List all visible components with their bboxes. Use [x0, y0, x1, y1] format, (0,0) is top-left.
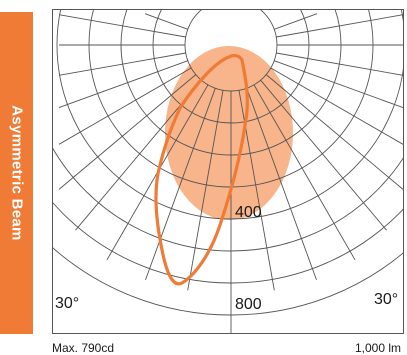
angle-label-right: 30°	[374, 291, 399, 308]
max-intensity-label: Max. 790cd	[52, 341, 115, 355]
intensity-label-800: 800	[235, 296, 262, 313]
angle-label-left: 30°	[55, 295, 80, 312]
beam-curve	[154, 53, 249, 286]
side-tab-label: Asymmetric Beam	[8, 105, 25, 241]
polar-diagram	[52, 9, 404, 334]
side-tab: Asymmetric Beam	[0, 12, 33, 334]
intensity-label-400: 400	[235, 204, 262, 221]
lumen-output-label: 1,000 lm	[354, 341, 401, 355]
beam-fill-area	[165, 46, 293, 220]
diagram-frame	[52, 9, 404, 334]
